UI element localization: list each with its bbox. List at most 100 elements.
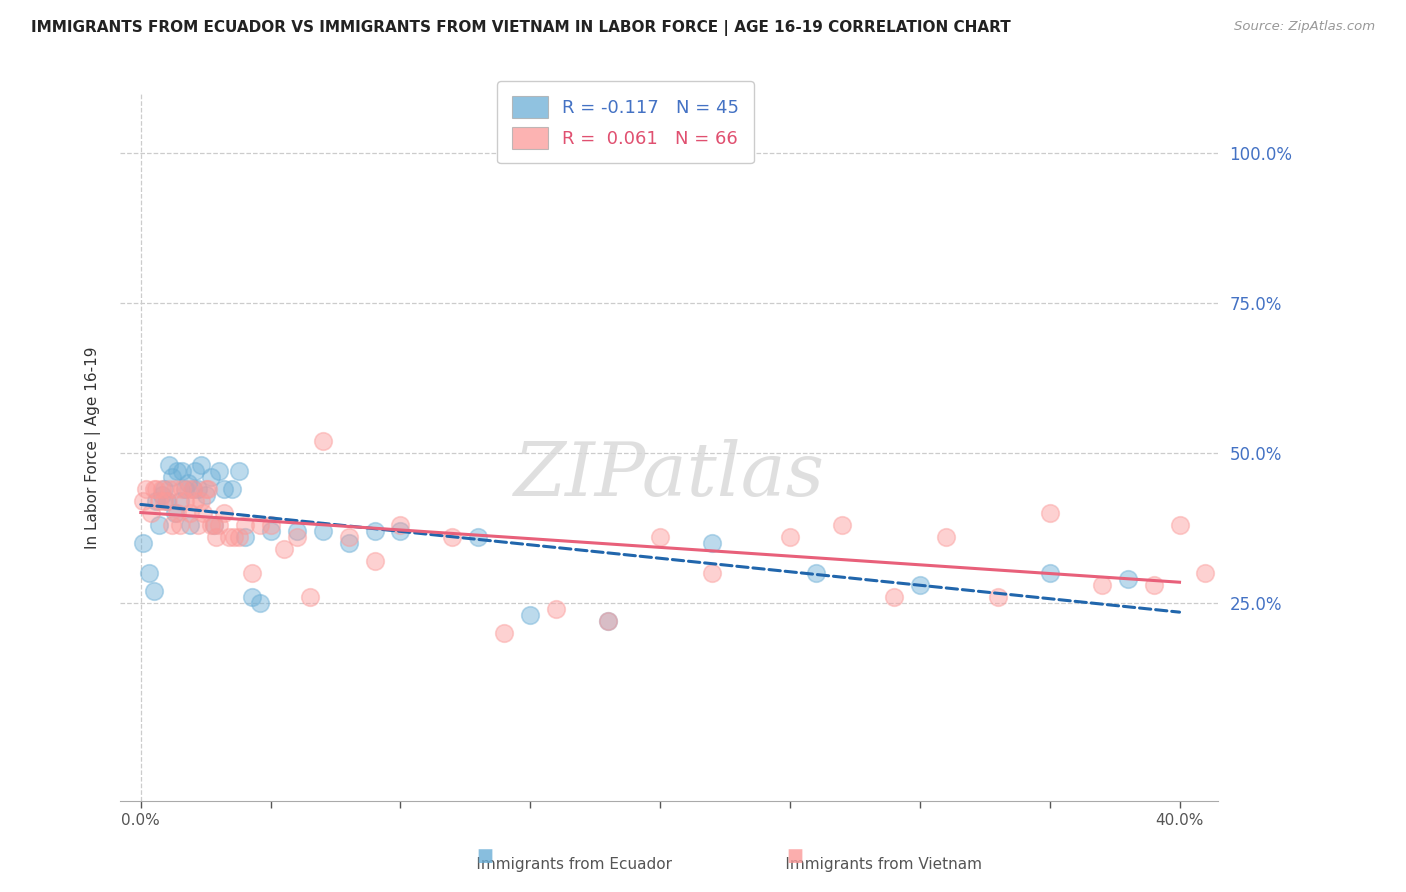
Point xyxy=(233,518,256,533)
Point xyxy=(153,483,176,497)
Point xyxy=(221,483,243,497)
Point xyxy=(132,494,155,508)
Point xyxy=(389,524,412,539)
Point xyxy=(804,566,827,581)
Point xyxy=(166,464,188,478)
Point xyxy=(150,483,173,497)
Point xyxy=(181,483,204,497)
Point xyxy=(191,506,214,520)
Point xyxy=(157,483,180,497)
Point xyxy=(181,483,204,497)
Point xyxy=(163,506,186,520)
Point xyxy=(908,578,931,592)
Point xyxy=(228,464,250,478)
Text: ■: ■ xyxy=(786,847,803,865)
Point xyxy=(148,518,170,533)
Point xyxy=(145,483,167,497)
Point xyxy=(224,530,246,544)
Point xyxy=(200,518,222,533)
Point xyxy=(212,483,235,497)
Point xyxy=(883,591,905,605)
Point xyxy=(184,494,207,508)
Point xyxy=(148,494,170,508)
Point xyxy=(311,524,333,539)
Point xyxy=(138,566,160,581)
Point xyxy=(285,524,308,539)
Point xyxy=(598,614,620,628)
Point xyxy=(1246,566,1268,581)
Point xyxy=(218,530,240,544)
Point xyxy=(132,536,155,550)
Point xyxy=(285,530,308,544)
Point xyxy=(249,518,271,533)
Point xyxy=(1142,578,1164,592)
Point xyxy=(441,530,464,544)
Text: Immigrants from Vietnam: Immigrants from Vietnam xyxy=(761,857,983,872)
Point xyxy=(200,470,222,484)
Point xyxy=(311,434,333,449)
Point xyxy=(467,530,489,544)
Point xyxy=(935,530,957,544)
Point xyxy=(650,530,672,544)
Point xyxy=(202,518,225,533)
Point xyxy=(157,458,180,473)
Point xyxy=(169,518,191,533)
Point xyxy=(184,464,207,478)
Point xyxy=(337,530,360,544)
Point xyxy=(145,494,167,508)
Point xyxy=(363,524,385,539)
Point xyxy=(363,554,385,568)
Point xyxy=(190,458,212,473)
Y-axis label: In Labor Force | Age 16-19: In Labor Force | Age 16-19 xyxy=(86,346,101,549)
Point xyxy=(153,494,176,508)
Point xyxy=(1116,572,1139,586)
Point xyxy=(163,483,186,497)
Point xyxy=(987,591,1010,605)
Point xyxy=(519,608,541,623)
Point xyxy=(242,566,264,581)
Point xyxy=(212,506,235,520)
Point xyxy=(337,536,360,550)
Text: ■: ■ xyxy=(477,847,494,865)
Point xyxy=(1039,566,1062,581)
Point xyxy=(166,506,188,520)
Point xyxy=(249,596,271,610)
Point xyxy=(1168,518,1191,533)
Point xyxy=(242,591,264,605)
Point xyxy=(197,483,219,497)
Point xyxy=(174,494,197,508)
Point xyxy=(233,530,256,544)
Point xyxy=(208,464,231,478)
Point xyxy=(135,483,157,497)
Point xyxy=(273,542,295,557)
Point xyxy=(187,518,209,533)
Point xyxy=(160,518,183,533)
Point xyxy=(156,494,179,508)
Point xyxy=(1091,578,1114,592)
Point xyxy=(150,488,173,502)
Point xyxy=(194,483,217,497)
Point xyxy=(202,518,225,533)
Text: Immigrants from Ecuador: Immigrants from Ecuador xyxy=(453,857,672,872)
Point xyxy=(389,518,412,533)
Point xyxy=(260,524,283,539)
Point xyxy=(1194,566,1216,581)
Point xyxy=(172,483,194,497)
Text: IMMIGRANTS FROM ECUADOR VS IMMIGRANTS FROM VIETNAM IN LABOR FORCE | AGE 16-19 CO: IMMIGRANTS FROM ECUADOR VS IMMIGRANTS FR… xyxy=(31,20,1011,36)
Point xyxy=(156,494,179,508)
Text: ZIPatlas: ZIPatlas xyxy=(513,440,825,512)
Point xyxy=(205,530,228,544)
Point xyxy=(1039,506,1062,520)
Point xyxy=(494,626,516,640)
Point xyxy=(228,530,250,544)
Point xyxy=(831,518,853,533)
Point xyxy=(142,483,165,497)
Point xyxy=(179,518,201,533)
Point xyxy=(142,584,165,599)
Point xyxy=(174,483,197,497)
Point xyxy=(160,470,183,484)
Point xyxy=(298,591,321,605)
Point xyxy=(1298,596,1320,610)
Point xyxy=(187,483,209,497)
Point xyxy=(179,506,201,520)
